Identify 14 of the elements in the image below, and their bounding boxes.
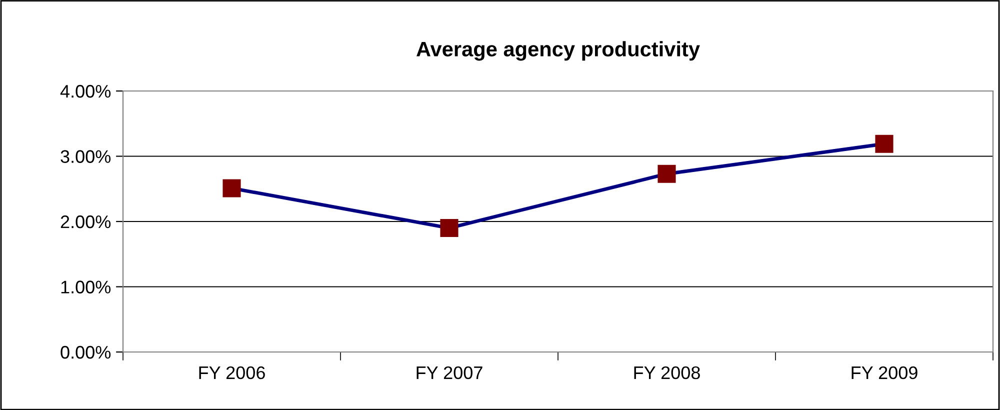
point: [875, 134, 894, 153]
point: [658, 164, 676, 183]
y-tick-label: 4.00%: [60, 84, 111, 98]
point: [222, 179, 241, 198]
y-tick-label: 3.00%: [60, 150, 111, 163]
x-tick-label: FY 2007: [416, 366, 482, 380]
y-tick-label: 0.00%: [60, 346, 111, 359]
y-tick-label: 1.00%: [61, 280, 111, 294]
x-tick-label: FY 2009: [852, 366, 918, 380]
x-tick-label: FY 2006: [199, 366, 265, 380]
chart-title: Average agency productivity: [416, 41, 700, 61]
y-tick-label: 2.00%: [60, 215, 111, 228]
point: [440, 218, 458, 238]
x-tick-label: FY 2008: [634, 366, 700, 380]
